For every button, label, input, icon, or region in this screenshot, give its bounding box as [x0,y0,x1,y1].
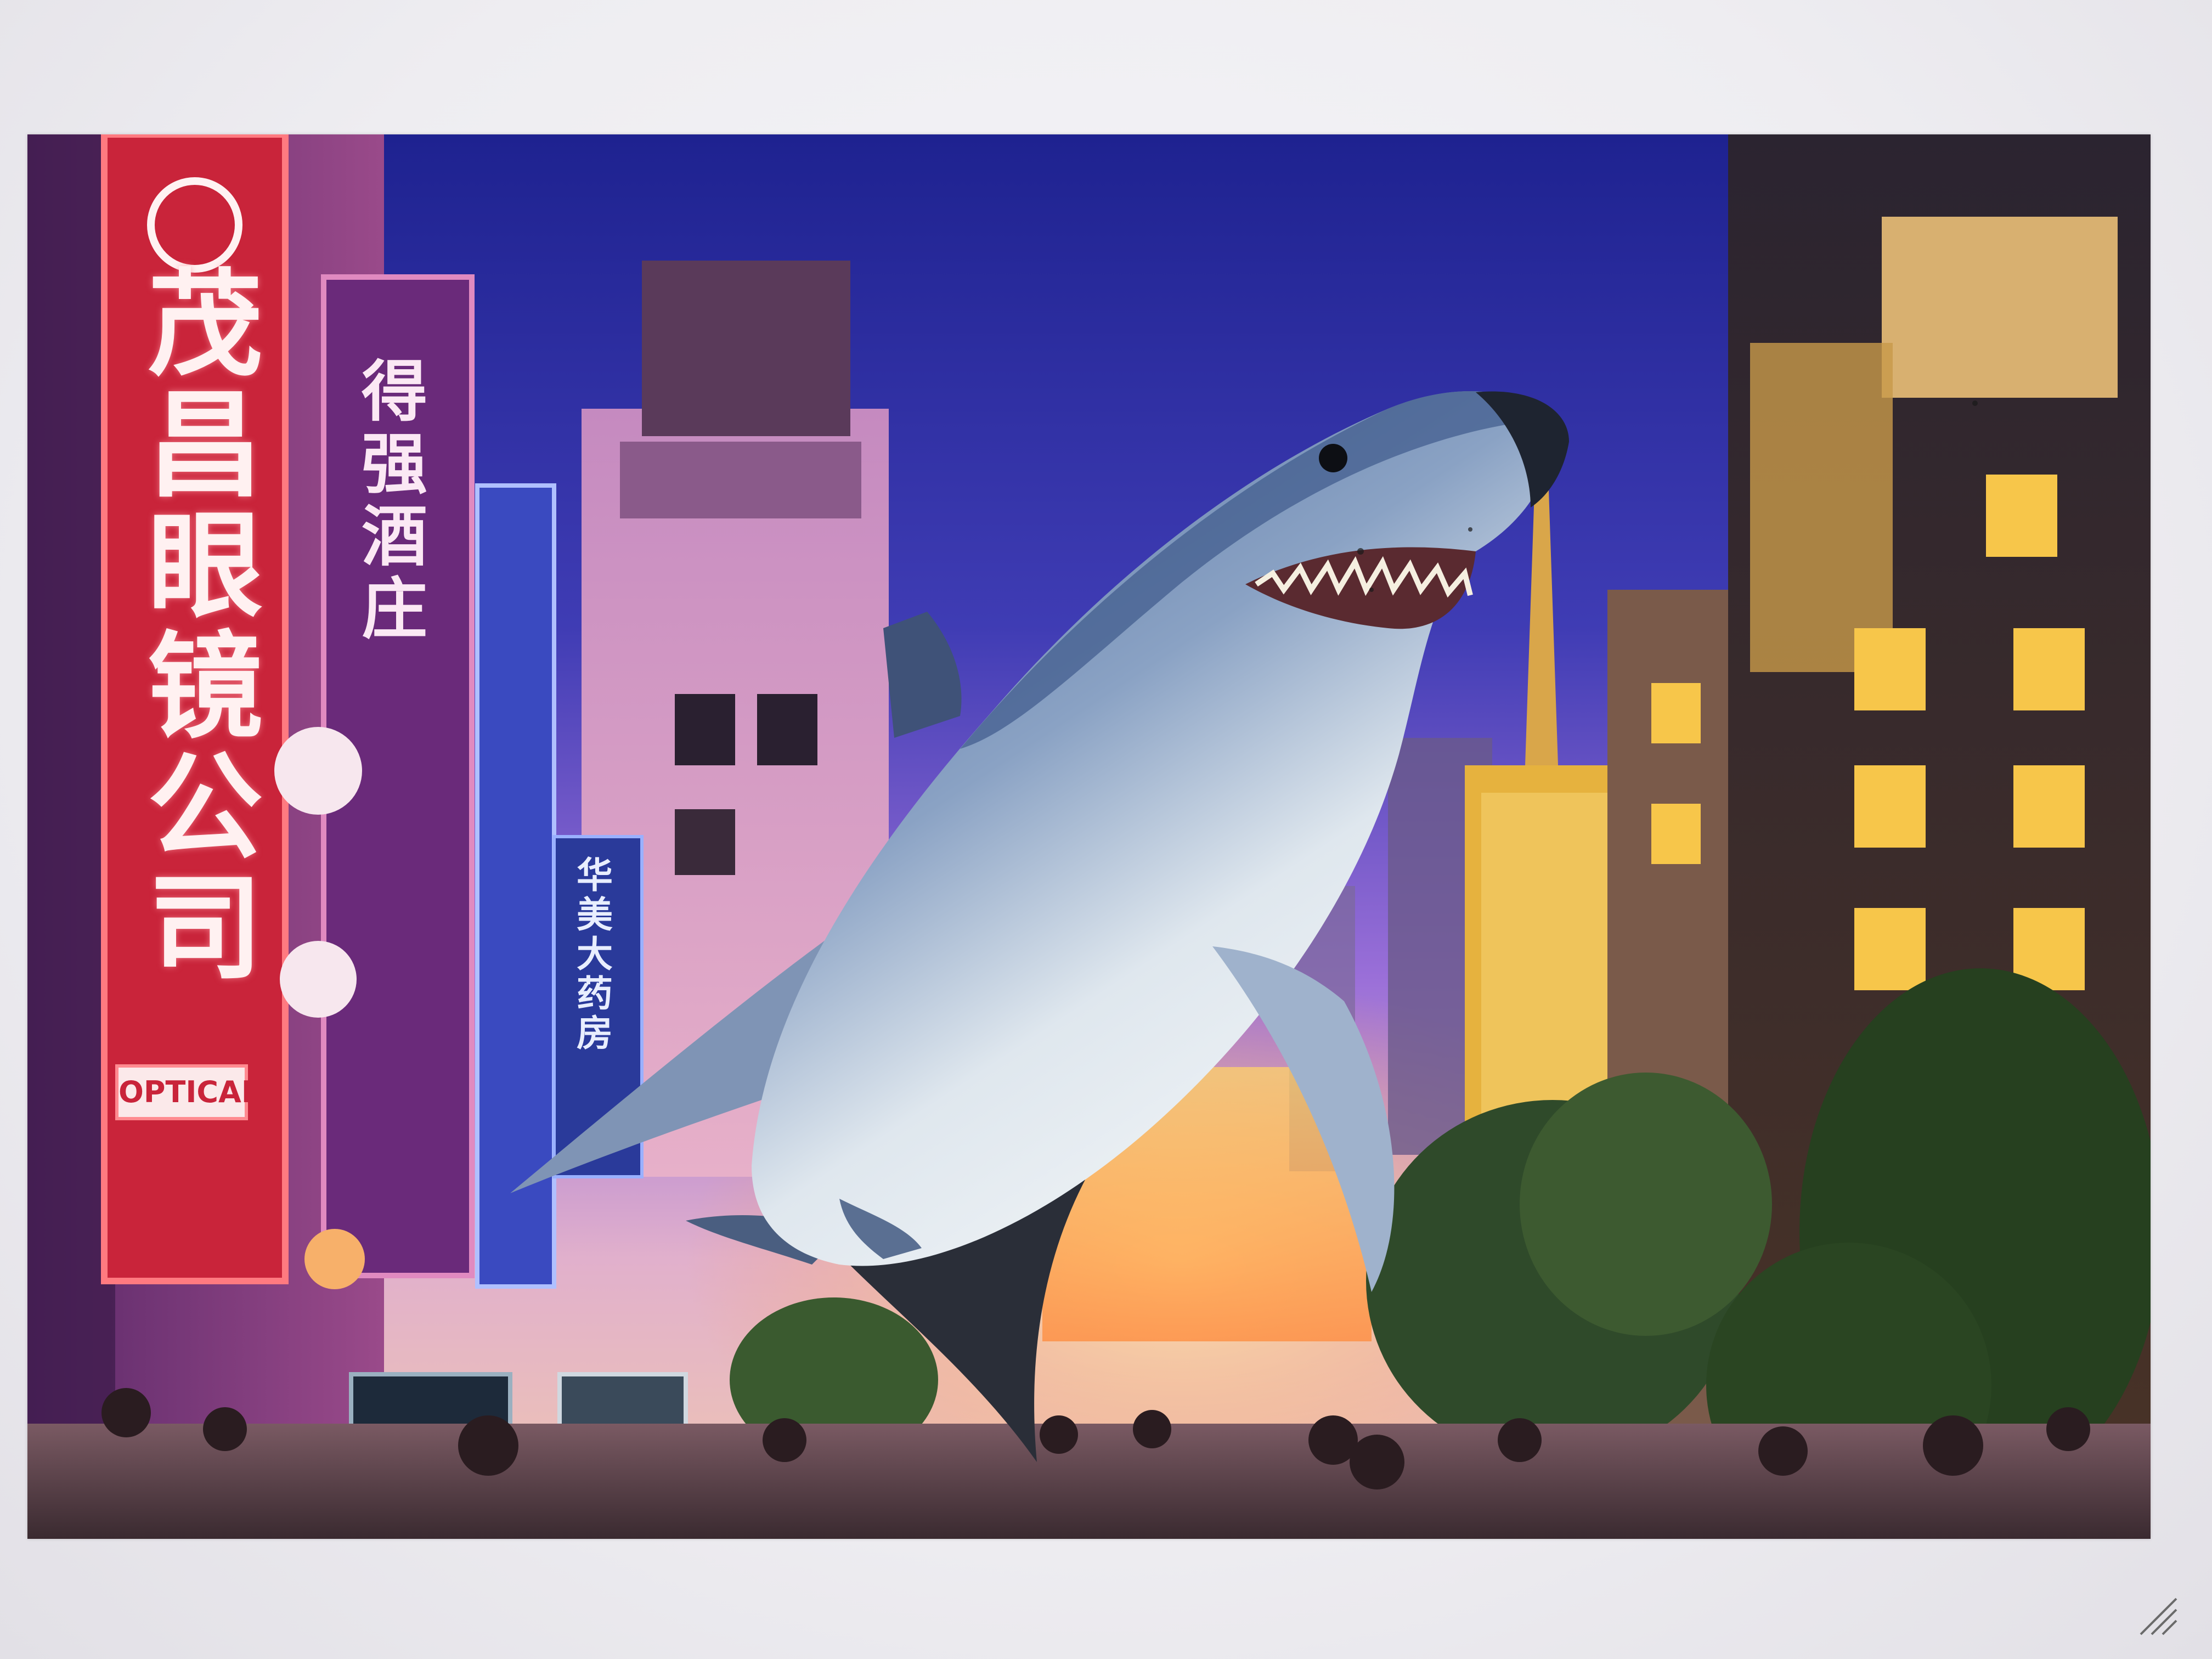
lit-facade [1750,343,1893,672]
street-scene [27,134,2151,1539]
window [757,694,817,765]
building-tower [642,261,850,436]
lamp-globe [274,727,362,815]
optical-sign-characters: 茂昌眼镜公司 [104,263,285,988]
window [675,809,735,875]
tree [1520,1073,1772,1336]
lamp-globe [280,941,357,1018]
crowd [27,1424,2151,1539]
optical-sign-label: OPTICAL [115,1064,248,1120]
balcony [620,442,861,518]
printed-photo [27,134,2151,1539]
lamp-globe [304,1229,365,1289]
resize-grip-icon [2135,1593,2179,1637]
window [675,694,735,765]
store-sign-characters: 华美大药房 [565,856,618,1053]
hotel-sign-characters: 得强酒庄 [340,357,436,646]
rooftop-sign-wall [1882,217,2118,398]
